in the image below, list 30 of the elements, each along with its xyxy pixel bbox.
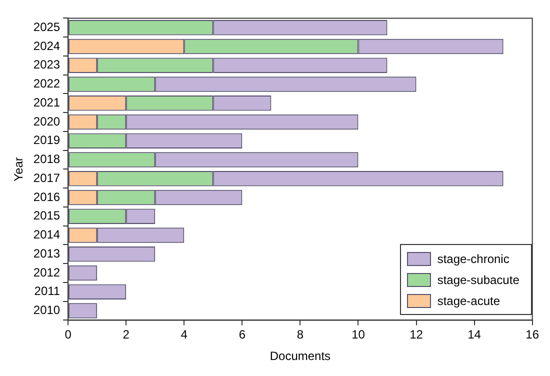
y-tick-label: 2012 [33,265,60,280]
y-tick-label: 2023 [33,58,60,72]
x-tick-label: 4 [180,328,188,342]
y-tick-label: 2016 [33,190,60,204]
x-tick-label: 6 [238,328,246,342]
y-tick-label: 2021 [33,95,60,110]
x-tick-label: 14 [468,328,482,342]
legend-label: stage-acute [437,294,500,308]
x-axis-title: Documents [270,349,331,364]
y-axis-title: Year [12,157,26,182]
legend-label: stage-subacute [437,272,520,287]
y-tick-label: 2015 [33,208,60,223]
y-tick-label: 2024 [33,38,60,53]
x-tick-label: 10 [352,328,366,342]
y-tick-label: 2014 [33,228,60,242]
x-tick-label: 0 [64,328,72,342]
y-tick-label: 2025 [33,20,60,34]
y-tick-label: 2022 [33,76,60,91]
y-tick-label: 2010 [33,303,60,318]
x-tick-label: 2 [122,328,130,342]
y-tick-label: 2019 [33,133,60,148]
y-tick-label: 2013 [33,246,60,260]
y-tick-label: 2020 [33,114,60,128]
x-tick-label: 12 [410,328,424,342]
x-tick-label: 8 [296,328,304,342]
legend-label: stage-chronic [437,252,510,266]
x-tick-label: 16 [526,328,540,342]
y-tick-label: 2018 [33,152,60,166]
y-tick-label: 2017 [33,170,60,185]
y-tick-label: 2011 [34,284,60,298]
